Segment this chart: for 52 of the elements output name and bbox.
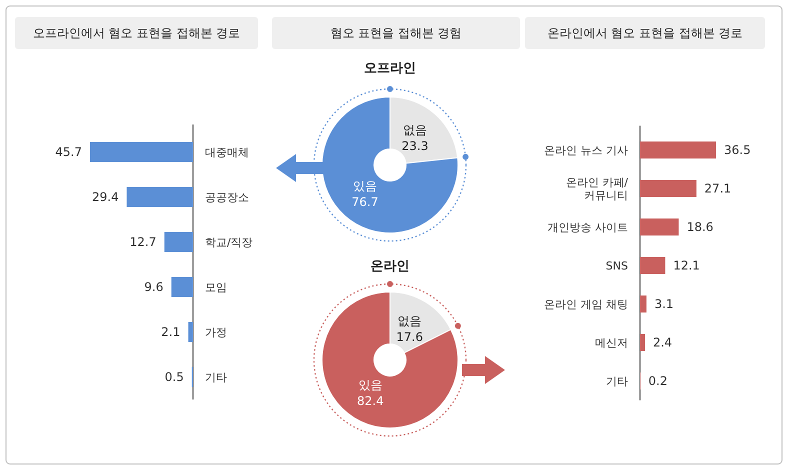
bar (640, 257, 666, 274)
data-label: 2.1 (161, 325, 180, 339)
slice-label: 있음 (358, 378, 382, 392)
data-label: 0.5 (164, 370, 184, 384)
bar (640, 142, 716, 158)
bar (164, 232, 193, 252)
donut-slice (322, 96, 458, 234)
y-tick-label: 개인방송 사이트 (548, 221, 628, 234)
data-label: 12.7 (130, 235, 156, 249)
bar (188, 322, 193, 342)
data-label: 2.4 (652, 336, 672, 350)
data-label: 27.1 (704, 182, 732, 196)
y-tick-label: 온라인 게임 채팅 (544, 298, 628, 311)
y-tick-label: 온라인 뉴스 기사 (544, 144, 628, 157)
chart-subtitle: 오프라인 (364, 61, 416, 76)
data-label: 76.7 (352, 194, 378, 209)
slice-label: 없음 (398, 314, 422, 328)
bar (640, 218, 679, 236)
y-tick-label: 대중매체 (205, 146, 249, 159)
donut-slice (322, 292, 458, 428)
y-tick-label: 온라인 카페/ 커뮤니티 (566, 176, 628, 202)
chart-subtitle: 온라인 (370, 259, 410, 274)
chart-title: 오프라인에서 혐오 표현을 접해본 경로 (32, 26, 240, 40)
data-label: 9.6 (144, 280, 164, 294)
y-tick-label: SNS (606, 260, 628, 272)
y-tick-label: 가정 (205, 326, 227, 339)
bar (90, 142, 193, 162)
bar (640, 180, 696, 197)
data-label: 0.2 (648, 374, 668, 388)
y-tick-label: 모임 (205, 281, 227, 294)
data-label: 12.1 (673, 258, 700, 272)
data-label: 23.3 (402, 139, 428, 154)
y-tick-label: 기타 (205, 371, 227, 384)
data-label: 3.1 (654, 297, 674, 311)
bar (126, 187, 193, 207)
data-label: 45.7 (55, 145, 82, 159)
y-tick-label: 기타 (606, 375, 628, 388)
data-label: 29.4 (92, 190, 119, 204)
bar (640, 334, 645, 351)
slice-label: 있음 (353, 178, 378, 193)
y-tick-label: 공공장소 (205, 191, 249, 204)
bar (640, 296, 646, 312)
data-label: 36.5 (724, 143, 751, 157)
data-label: 18.6 (686, 220, 714, 234)
slice-label: 없음 (402, 123, 427, 138)
bar (171, 277, 193, 297)
chart-title: 온라인에서 혐오 표현을 접해본 경로 (547, 26, 743, 40)
y-tick-label: 학교/직장 (205, 236, 253, 249)
y-tick-label: 메신저 (595, 336, 628, 350)
chart-title: 혐오 표현을 접해본 경험 (330, 26, 462, 40)
data-label: 82.4 (357, 394, 384, 408)
data-label: 17.6 (396, 330, 423, 344)
